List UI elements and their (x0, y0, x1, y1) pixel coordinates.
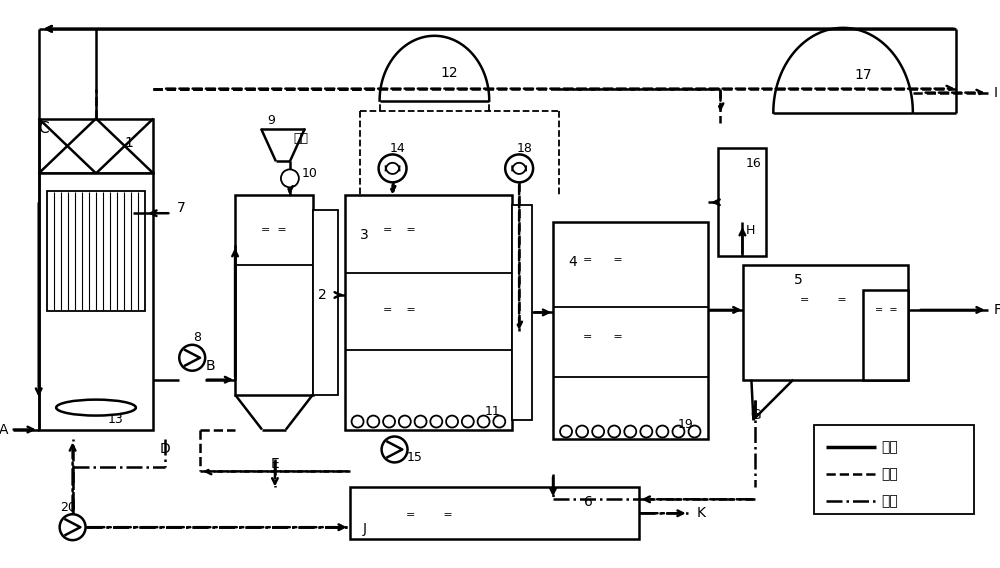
Bar (512, 205, 532, 420)
Text: 污水: 污水 (881, 440, 898, 454)
Bar (47, 191, 145, 311)
Text: 污泥: 污泥 (881, 494, 898, 508)
Circle shape (60, 514, 86, 540)
Text: 19: 19 (678, 418, 693, 431)
Text: E: E (271, 457, 279, 471)
Text: 17: 17 (854, 68, 872, 82)
Text: =    =: = = (383, 225, 416, 235)
Text: K: K (697, 506, 706, 520)
Text: =      =: = = (583, 332, 623, 342)
Text: 7: 7 (177, 201, 186, 215)
Text: 11: 11 (484, 405, 500, 418)
Text: 20: 20 (60, 501, 76, 514)
Circle shape (505, 154, 533, 182)
Circle shape (281, 169, 299, 187)
Text: H: H (746, 224, 755, 237)
Bar (743, 265, 908, 379)
Text: 气体: 气体 (881, 467, 898, 481)
Text: 10: 10 (302, 167, 318, 180)
Bar (345, 195, 512, 429)
Circle shape (179, 345, 205, 371)
Bar (553, 222, 708, 440)
Text: 12: 12 (441, 66, 458, 80)
Text: 2: 2 (318, 288, 327, 302)
Text: 8: 8 (193, 331, 201, 344)
Text: 4: 4 (569, 255, 577, 269)
Text: F: F (994, 303, 1000, 317)
Text: 6: 6 (584, 495, 593, 509)
Text: =    =: = = (383, 305, 416, 315)
Text: 3: 3 (360, 228, 369, 242)
Text: 13: 13 (108, 413, 124, 426)
Text: 9: 9 (267, 114, 275, 127)
Bar (350, 487, 639, 539)
Bar (718, 148, 766, 256)
Text: B: B (205, 359, 215, 373)
Text: =        =: = = (406, 510, 453, 520)
Text: 14: 14 (390, 142, 405, 155)
Text: 加药: 加药 (293, 132, 308, 145)
Text: 16: 16 (746, 157, 761, 170)
Text: =  =: = = (875, 305, 897, 315)
Text: I: I (994, 86, 998, 99)
Text: C: C (38, 121, 49, 136)
Circle shape (382, 436, 408, 462)
Bar (235, 195, 313, 395)
Circle shape (379, 154, 407, 182)
Bar (313, 210, 338, 395)
Text: 18: 18 (516, 142, 532, 155)
Text: A: A (0, 423, 9, 437)
Text: G: G (750, 408, 761, 421)
Text: 15: 15 (407, 451, 422, 464)
Bar (39, 173, 153, 429)
Bar (39, 119, 153, 173)
Text: 1: 1 (124, 136, 133, 151)
Text: =  =: = = (261, 225, 287, 235)
Bar (863, 290, 908, 379)
Text: D: D (160, 442, 171, 457)
Text: =        =: = = (800, 295, 847, 305)
Text: J: J (363, 522, 367, 536)
Text: 5: 5 (794, 273, 803, 287)
Bar (814, 424, 974, 514)
Text: =      =: = = (583, 255, 623, 265)
